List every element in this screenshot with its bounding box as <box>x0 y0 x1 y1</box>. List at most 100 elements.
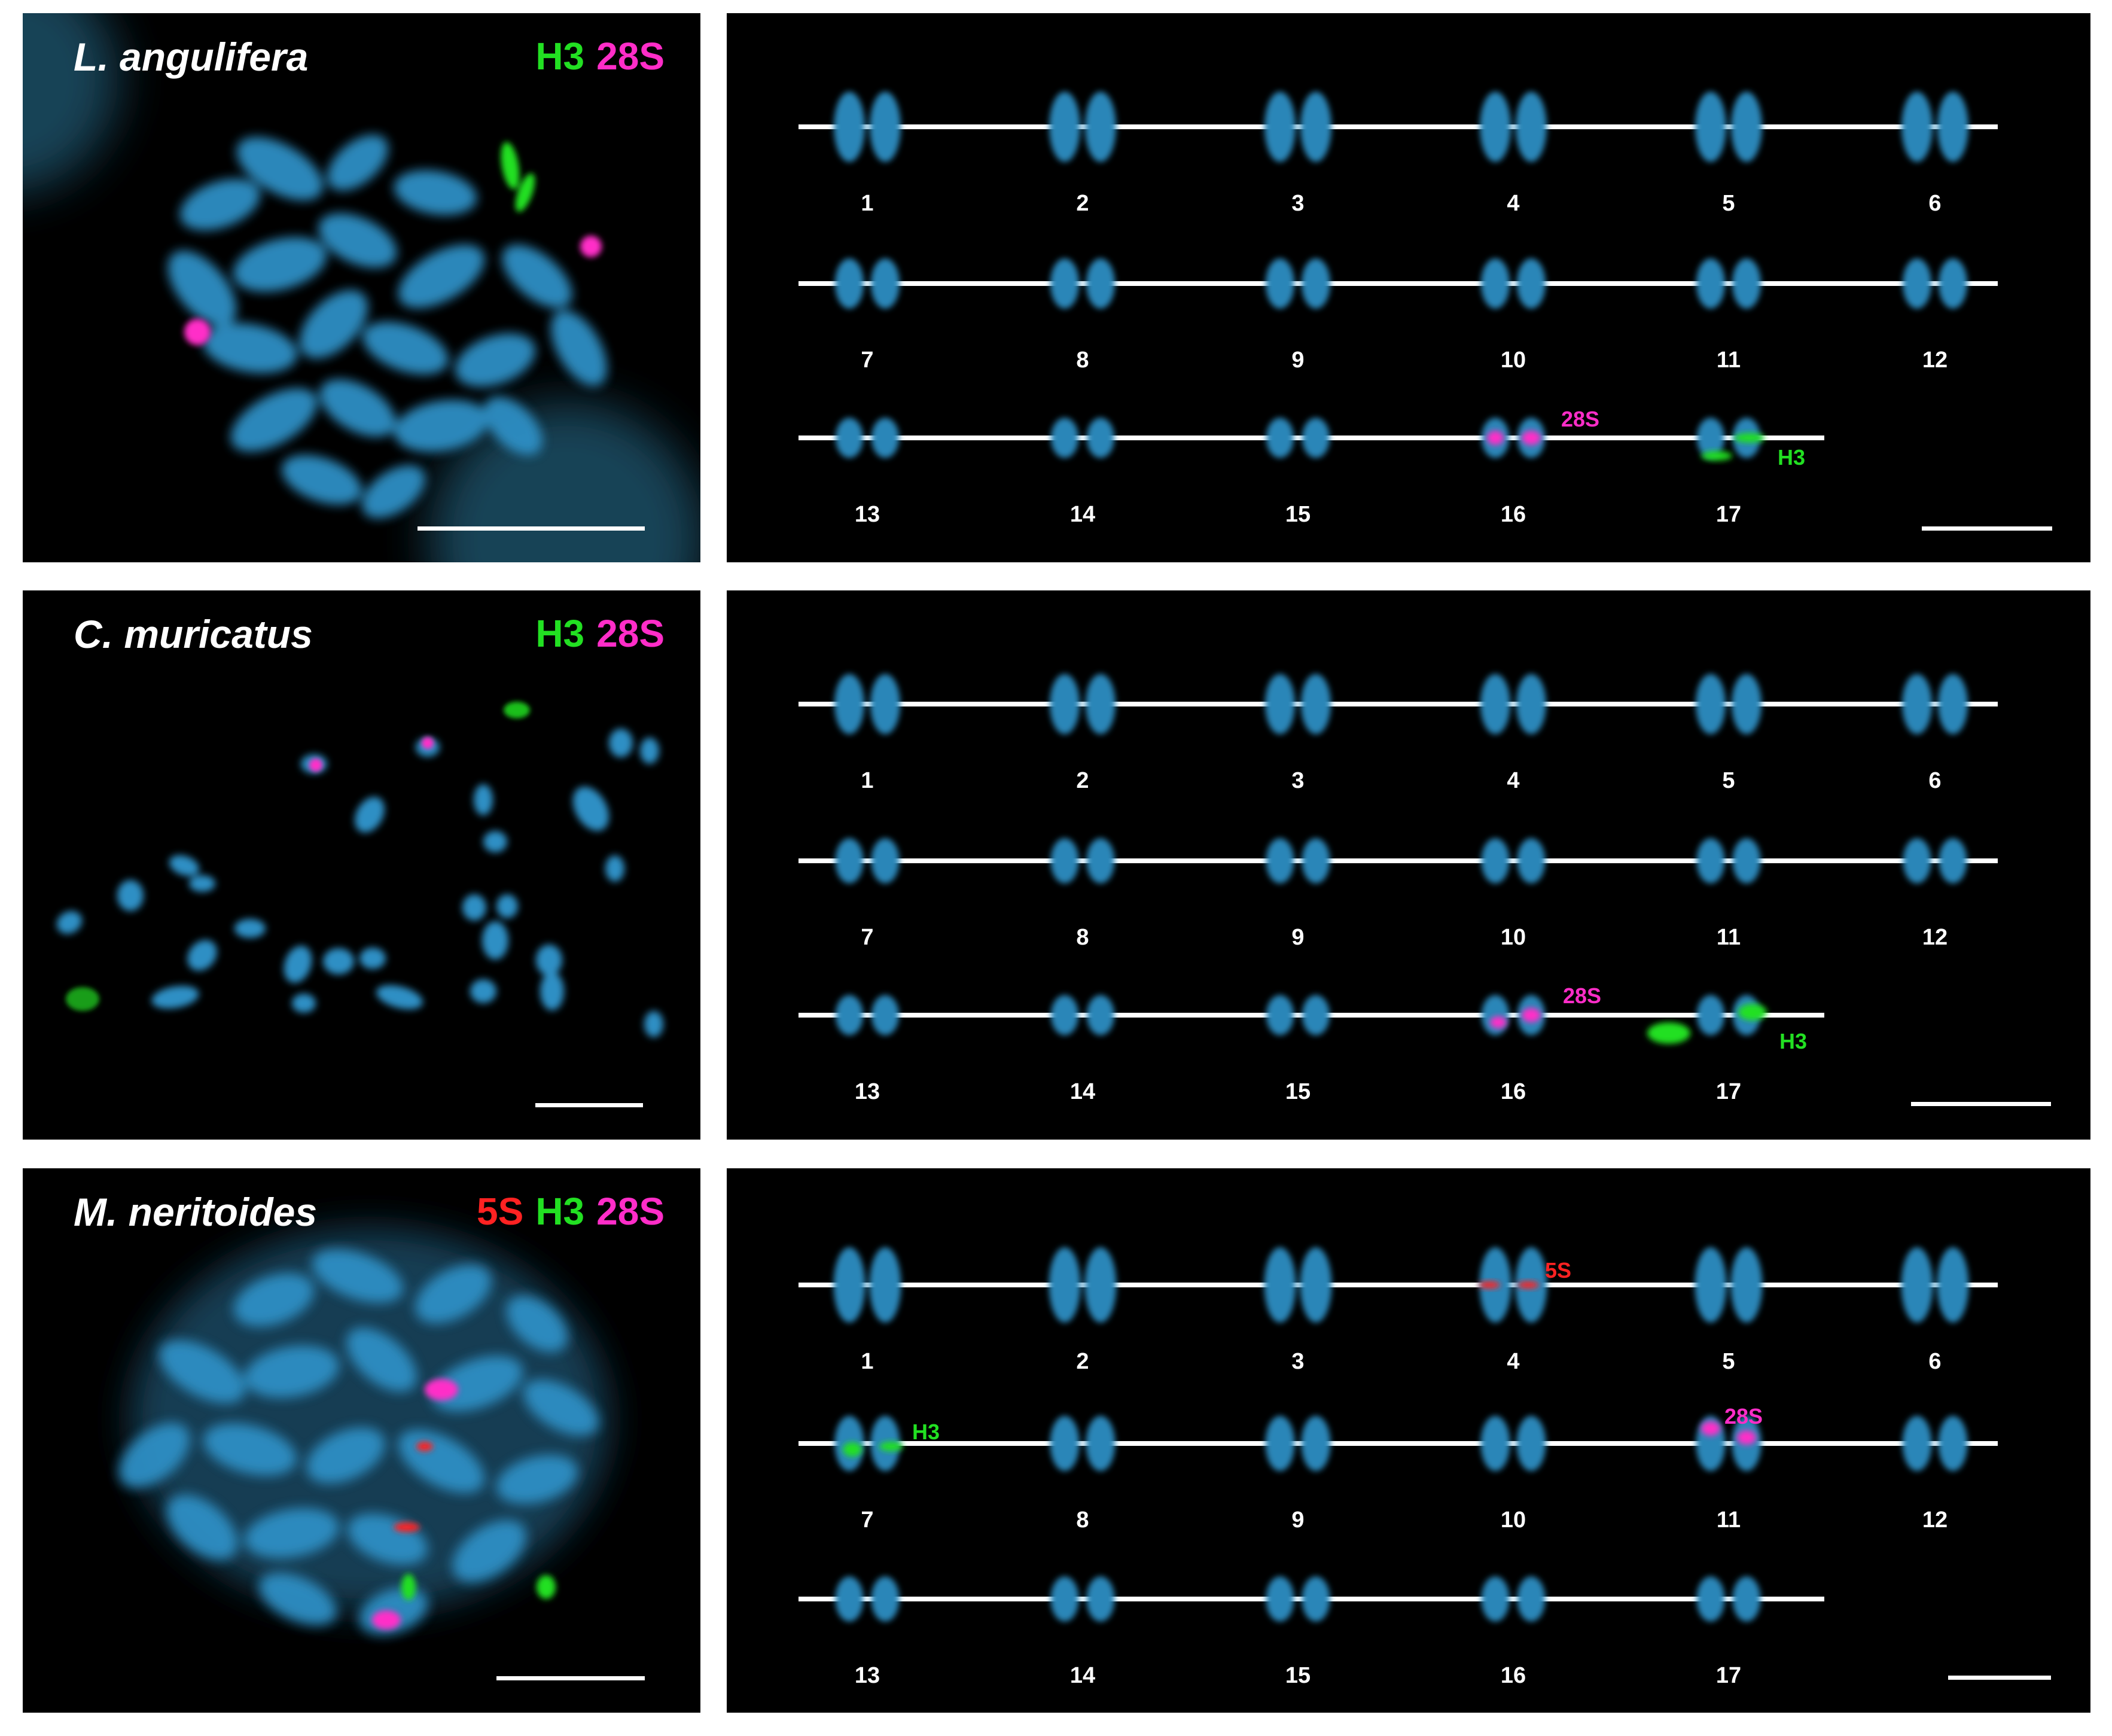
fish-signal <box>1737 1430 1756 1445</box>
signal-label-28s: 28S <box>1563 983 1602 1008</box>
chromosome-pair <box>1049 92 1116 162</box>
fish-signal <box>1647 1022 1690 1044</box>
chromosome-pair <box>1050 418 1115 458</box>
chromosome-number: 2 <box>1076 768 1089 793</box>
species-name: M. neritoides <box>74 1190 318 1234</box>
chromosome-number: 2 <box>1076 191 1089 216</box>
fish-signal <box>1479 1281 1500 1289</box>
metaphase-panel-c-muricatus: C. muricatus H3 28S <box>23 590 700 1140</box>
chromosome-number: 3 <box>1291 191 1304 216</box>
chromosome-number: 17 <box>1716 502 1741 527</box>
chromosome-pair <box>1481 1576 1546 1622</box>
species-name: L. angulifera <box>74 35 309 79</box>
chromosome-pair <box>1050 1415 1116 1472</box>
chromosome-number: 4 <box>1507 191 1519 216</box>
chromosome-pair <box>1481 838 1546 884</box>
fish-signal <box>1517 1281 1539 1289</box>
signal-label-h3: H3 <box>1778 445 1806 470</box>
fish-signal <box>1738 1004 1767 1021</box>
chromosome-number: 1 <box>861 191 873 216</box>
karyotype-panel-m-neritoides: 1 2 3 4 5 6 7 8 9 10 11 12 13 14 15 16 17 5S H3 28S <box>727 1168 2090 1713</box>
chromosome-number: 7 <box>861 1507 873 1533</box>
chromosome-number: 10 <box>1501 348 1526 373</box>
chromosome-number: 5 <box>1722 1349 1735 1374</box>
probe-legend: H3 28S <box>523 34 665 78</box>
chromosome-number: 16 <box>1501 1663 1526 1688</box>
probe-28s-label: 28S <box>596 612 665 655</box>
karyotype-panel-c-muricatus: 1 2 3 4 5 6 7 8 9 10 11 12 13 14 15 16 17 28S H3 <box>727 590 2090 1140</box>
chromosome-pair <box>1266 838 1330 884</box>
chromosome-number: 15 <box>1285 1079 1311 1104</box>
species-name: C. muricatus <box>74 612 313 656</box>
probe-5s-label: 5S <box>477 1190 524 1233</box>
fish-signal <box>1487 431 1504 445</box>
chromosome-number: 17 <box>1716 1663 1741 1688</box>
probe-28s-label: 28S <box>596 35 665 78</box>
probe-h3-label: H3 <box>535 35 585 78</box>
signal-label-28s: 28S <box>1724 1404 1763 1429</box>
chromosome-number: 12 <box>1922 348 1948 373</box>
chromosome-pair <box>834 674 900 735</box>
chromosome-pair <box>1695 92 1762 162</box>
fish-signal <box>879 1442 903 1451</box>
fish-signal <box>1701 451 1732 461</box>
chromosome-pair <box>1265 674 1331 735</box>
karyotype-row-line <box>799 858 1998 863</box>
fish-signal <box>1522 1008 1541 1022</box>
chromosome-number: 6 <box>1928 768 1941 793</box>
chromosome-number: 15 <box>1285 1663 1311 1688</box>
probe-h3-label: H3 <box>535 612 585 655</box>
probe-legend: 5S H3 28S <box>465 1189 665 1234</box>
chromosome-pair <box>835 1576 900 1622</box>
scale-bar <box>1948 1676 2051 1680</box>
fish-signal <box>1701 1421 1720 1436</box>
chromosome-pair <box>1480 92 1547 162</box>
chromosome-number: 8 <box>1076 925 1089 950</box>
chromosome-pair <box>1265 1415 1331 1472</box>
chromosome-number: 9 <box>1291 1507 1304 1533</box>
chromosome-pair <box>1266 418 1330 458</box>
karyotype-row-line <box>799 1441 1998 1446</box>
probe-h3-label: H3 <box>535 1190 585 1233</box>
signal-label-h3: H3 <box>1779 1029 1808 1053</box>
karyotype-row-line <box>799 281 1998 286</box>
chromosome-number: 12 <box>1922 925 1948 950</box>
chromosome-number: 7 <box>861 925 873 950</box>
signal-label-5s: 5S <box>1545 1258 1572 1283</box>
karyotype-row-line <box>799 1283 1998 1287</box>
chromosome-pair <box>834 92 901 162</box>
chromosome-number: 1 <box>861 768 873 793</box>
chromosome-pair <box>1902 674 1968 735</box>
chromosome-number: 15 <box>1285 502 1311 527</box>
chromosome-pair <box>1050 838 1115 884</box>
chromosome-pair <box>1264 1247 1332 1323</box>
chromosome-number: 1 <box>861 1349 873 1374</box>
chromosome-number: 5 <box>1722 768 1735 793</box>
chromosome-number: 11 <box>1717 348 1741 373</box>
metaphase-spread-image <box>56 702 663 1037</box>
chromosome-number: 14 <box>1070 502 1095 527</box>
fish-signal <box>843 1442 862 1457</box>
chromosome-pair <box>1049 1247 1117 1323</box>
chromosome-number: 2 <box>1076 1349 1089 1374</box>
chromosome-pair <box>1480 1415 1546 1472</box>
chromosome-pair <box>1264 92 1331 162</box>
metaphase-panel-l-angulifera: L. angulifera H3 28S <box>23 13 700 562</box>
chromosome-number: 16 <box>1501 1079 1526 1104</box>
chromosome-pair <box>1480 674 1546 735</box>
chromosome-pair <box>835 838 900 884</box>
chromosome-number: 3 <box>1291 1349 1304 1374</box>
chromosome-number: 16 <box>1501 502 1526 527</box>
scale-bar <box>535 1103 643 1107</box>
metaphase-spread-image <box>23 13 700 562</box>
karyotype-row-line <box>799 124 1998 129</box>
chromosome-number: 10 <box>1501 925 1526 950</box>
chromosome-number: 9 <box>1291 925 1304 950</box>
chromosome-number: 3 <box>1291 768 1304 793</box>
metaphase-panel-m-neritoides: M. neritoides 5S H3 28S <box>23 1168 700 1713</box>
chromosome-pair <box>1903 838 1967 884</box>
chromosome-pair <box>1901 1247 1969 1323</box>
chromosome-number: 8 <box>1076 348 1089 373</box>
